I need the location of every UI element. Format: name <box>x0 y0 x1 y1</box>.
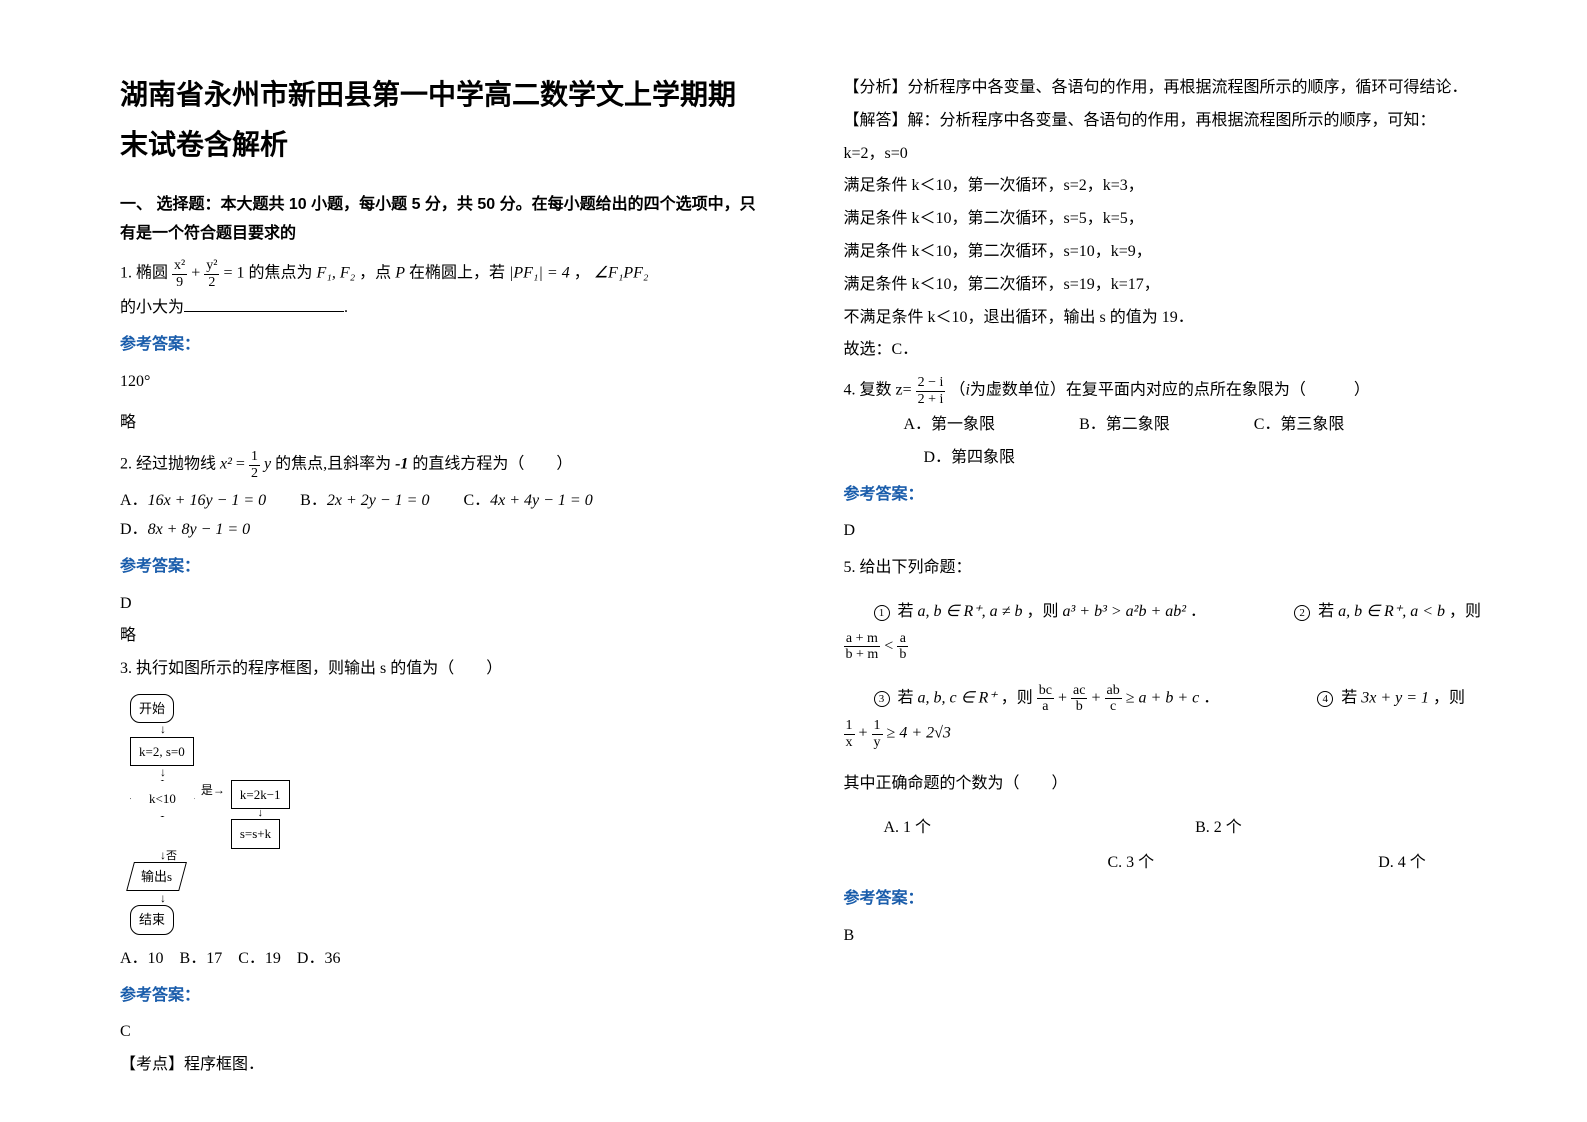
fc-output: 输出s <box>126 862 187 891</box>
fc-cond: k<10 <box>130 780 195 817</box>
q4-frac: 2 − i2 + i <box>916 375 946 407</box>
q5-p3-p4: 3 若 a, b, c ∈ R⁺ ，则 bca + acb + abc ≥ a … <box>844 683 1488 715</box>
q4-options: A．第一象限 B．第二象限 C．第三象限 <box>844 411 1488 440</box>
q5-p4-frac: 1x + 1y ≥ 4 + 2√3 <box>844 718 1488 750</box>
right-column: 【分析】分析程序中各变量、各语句的作用，再根据流程图所示的顺序，循环可得结论． … <box>804 70 1508 1082</box>
answer-label-4: 参考答案： <box>844 481 1488 510</box>
page-title: 湖南省永州市新田县第一中学高二数学文上学期期末试卷含解析 <box>120 70 764 171</box>
q3-step: 不满足条件 k＜10，退出循环，输出 s 的值为 19． <box>844 304 1488 333</box>
q5-answer: B <box>844 922 1488 951</box>
flowchart: 开始 ↓ k=2, s=0 ↓ k<10 是→ k=2k−1 ↓ s=s+k ↓… <box>130 694 764 935</box>
q4-options-2: D．第四象限 <box>844 444 1488 473</box>
answer-label-3: 参考答案： <box>120 982 764 1011</box>
q5-ask: 其中正确命题的个数为（ ） <box>844 770 1488 799</box>
q3-options: A．10 B．17 C．19 D．36 <box>120 945 764 974</box>
q3-step: 满足条件 k＜10，第二次循环，s=5，k=5， <box>844 205 1488 234</box>
q1-prefix: 1. 椭圆 <box>120 265 168 282</box>
circle-3-icon: 3 <box>874 691 890 707</box>
q1-frac2: y²2 <box>204 258 219 290</box>
q3-step: k=2，s=0 <box>844 140 1488 169</box>
circle-1-icon: 1 <box>874 605 890 621</box>
q2-options: A．16x + 16y − 1 = 0 B．2x + 2y − 1 = 0 C．… <box>120 487 764 545</box>
q2-note: 略 <box>120 622 764 651</box>
fc-start: 开始 <box>130 694 174 723</box>
q5-text: 5. 给出下列命题： <box>844 554 1488 583</box>
arrow-down-icon: ↓ <box>160 894 764 904</box>
q1-answer: 120° <box>120 368 764 397</box>
q3-answer: C <box>120 1018 764 1047</box>
left-column: 湖南省永州市新田县第一中学高二数学文上学期期末试卷含解析 一、 选择题：本大题共… <box>100 70 804 1082</box>
q4-answer: D <box>844 517 1488 546</box>
arrow-down-icon: ↓否 <box>160 851 764 861</box>
q3-solution-intro: 【解答】解：分析程序中各变量、各语句的作用，再根据流程图所示的顺序，可知： <box>844 107 1488 136</box>
answer-label-5: 参考答案： <box>844 885 1488 914</box>
q5-options-2: C. 3 个 D. 4 个 <box>844 849 1488 878</box>
q3-step: 满足条件 k＜10，第二次循环，s=19，k=17， <box>844 271 1488 300</box>
q3-text: 3. 执行如图所示的程序框图，则输出 s 的值为（ ） <box>120 655 764 684</box>
q3-analysis: 【分析】分析程序中各变量、各语句的作用，再根据流程图所示的顺序，循环可得结论． <box>844 74 1488 103</box>
fc-end: 结束 <box>130 905 174 934</box>
section1-heading: 一、 选择题：本大题共 10 小题，每小题 5 分，共 50 分。在每小题给出的… <box>120 191 764 249</box>
arrow-down-icon: ↓ <box>160 768 764 778</box>
blank-underline <box>184 296 344 312</box>
fc-calc1: k=2k−1 <box>231 780 290 809</box>
q1-frac1: x²9 <box>172 258 187 290</box>
answer-label: 参考答案： <box>120 331 764 360</box>
circle-2-icon: 2 <box>1294 605 1310 621</box>
q1-line2: 的小大为. <box>120 294 764 323</box>
answer-label-2: 参考答案： <box>120 553 764 582</box>
arrow-down-icon: ↓ <box>231 809 290 819</box>
circle-4-icon: 4 <box>1317 691 1333 707</box>
q5-p2-frac: a + mb + m < ab <box>844 631 1488 663</box>
q4-text: 4. 复数 z= 2 − i2 + i （i为虚数单位）在复平面内对应的点所在象… <box>844 375 1488 407</box>
arrow-right-icon: 是→ <box>201 780 225 802</box>
q2-text: 2. 经过抛物线 x² = 12 y 的焦点,且斜率为 -1 的直线方程为（ ） <box>120 449 764 481</box>
q3-step: 满足条件 k＜10，第一次循环，s=2，k=3， <box>844 172 1488 201</box>
arrow-down-icon: ↓ <box>160 725 764 735</box>
q3-step: 故选：C． <box>844 336 1488 365</box>
fc-init: k=2, s=0 <box>130 737 194 766</box>
q1-line1: 1. 椭圆 x²9 + y²2 = 1 的焦点为 F₁, F₂ ，点 P 在椭圆… <box>120 258 764 290</box>
q3-point: 【考点】程序框图． <box>120 1051 764 1080</box>
q1-note: 略 <box>120 409 764 438</box>
q2-answer: D <box>120 590 764 619</box>
fc-calc2: s=s+k <box>231 819 280 848</box>
q5-options-1: A. 1 个 B. 2 个 <box>844 814 1488 843</box>
q2-frac: 12 <box>249 449 260 481</box>
q5-p1-p2: 1 若 a, b ∈ R⁺, a ≠ b ，则 a³ + b³ > a²b + … <box>844 598 1488 627</box>
q3-step: 满足条件 k＜10，第二次循环，s=10，k=9， <box>844 238 1488 267</box>
